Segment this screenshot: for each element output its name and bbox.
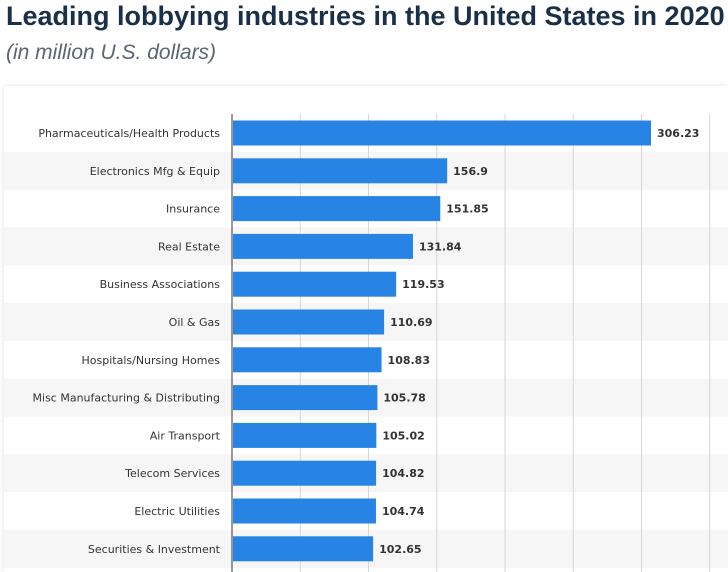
value-label: 102.65 (379, 543, 421, 556)
value-label: 151.85 (446, 203, 488, 216)
category-label: Electronics Mfg & Equip (90, 165, 220, 178)
bar (233, 422, 377, 448)
bar (233, 196, 441, 222)
bar-chart: Pharmaceuticals/Health Products Electroni… (4, 114, 728, 572)
value-label: 105.02 (382, 429, 424, 442)
category-label: Pharmaceuticals/Health Products (38, 127, 220, 140)
chart-subtitle: (in million U.S. dollars) (6, 41, 217, 64)
bar (233, 347, 382, 373)
category-label: Hospitals/Nursing Homes (82, 354, 221, 367)
chart-title: Leading lobbying industries in the Unite… (6, 1, 725, 31)
category-label: Business Associations (100, 278, 221, 291)
category-label: Real Estate (158, 240, 220, 253)
category-label: Oil & Gas (169, 316, 221, 329)
bar (233, 233, 413, 259)
value-label: 306.23 (657, 127, 699, 140)
value-label: 108.83 (388, 354, 430, 367)
value-label: 156.9 (453, 165, 488, 178)
bar (233, 120, 651, 146)
bar (233, 536, 374, 562)
value-label: 105.78 (383, 392, 425, 405)
value-label: 104.74 (382, 505, 425, 518)
value-label: 110.69 (390, 316, 432, 329)
category-labels: Pharmaceuticals/Health Products Electroni… (33, 127, 221, 556)
category-label: Air Transport (150, 429, 221, 442)
category-label: Telecom Services (124, 467, 220, 480)
value-label: 104.82 (382, 467, 424, 480)
bar (233, 309, 385, 335)
bars (233, 120, 651, 562)
bar (233, 498, 376, 524)
value-label: 131.84 (419, 240, 462, 253)
bar (233, 158, 448, 184)
bar (233, 385, 378, 411)
category-label: Insurance (166, 203, 220, 216)
category-label: Electric Utilities (134, 505, 220, 518)
category-label: Securities & Investment (88, 543, 221, 556)
chart-card: Pharmaceuticals/Health Products Electroni… (4, 86, 728, 572)
category-label: Misc Manufacturing & Distributing (33, 392, 220, 405)
bar (233, 271, 397, 297)
bar (233, 460, 377, 486)
gridlines (299, 114, 711, 572)
value-labels: 306.23 156.9 151.85 131.84 119.53 110.69 108.8… (379, 127, 699, 556)
value-label: 119.53 (402, 278, 444, 291)
